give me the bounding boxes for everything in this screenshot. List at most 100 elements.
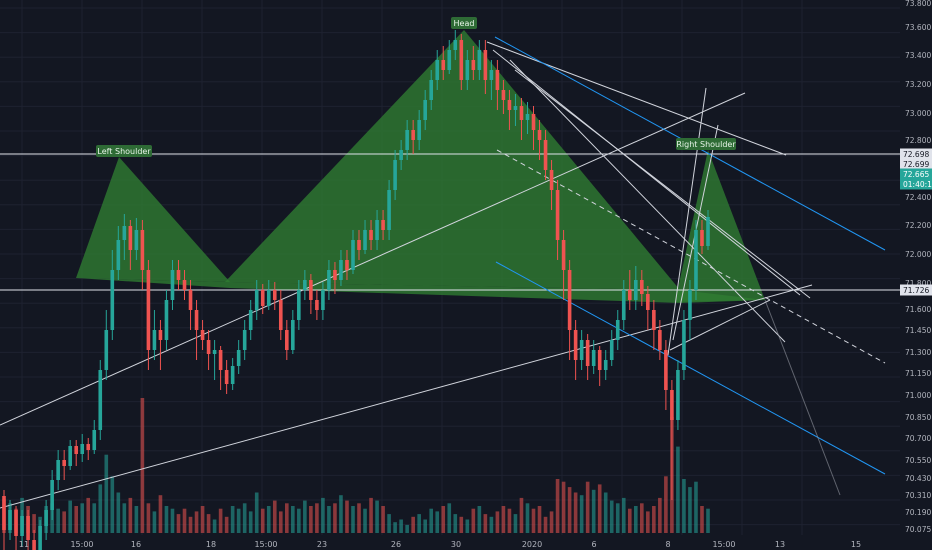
candle (537, 120, 542, 160)
candle (357, 230, 361, 260)
volume-bar (303, 500, 307, 533)
candle (573, 320, 578, 380)
candle-body (477, 50, 482, 70)
candle (266, 280, 271, 310)
candle (164, 290, 169, 350)
volume-bar (351, 506, 355, 533)
volume-bar (116, 492, 121, 533)
volume-bar (68, 500, 72, 533)
price-tick-label: 70.700 (905, 434, 931, 443)
right-shoulder-label: Right Shoulder (676, 138, 736, 150)
candle-body (74, 446, 79, 454)
candle-body (26, 516, 30, 540)
candle-body (525, 114, 530, 120)
trendline-falling-2 (492, 49, 801, 296)
candle-body (248, 310, 253, 330)
time-tick-label: 15:00 (254, 540, 277, 549)
volume-bar (399, 519, 403, 533)
time-axis[interactable]: 11 15:00 16 18 15:00 23 26 30 2020 6 8 15:00 13 15 (19, 540, 861, 549)
candle-body (92, 430, 97, 450)
candle-body (278, 300, 283, 330)
candle-body (212, 350, 217, 354)
candle (86, 438, 91, 460)
candle (453, 30, 458, 60)
volume-bar (152, 511, 157, 533)
volume-bar (309, 506, 313, 533)
line-price-badge: 72.698 (900, 148, 932, 160)
candle (621, 280, 626, 330)
volume-bar (477, 506, 482, 533)
time-tick-label: 16 (131, 540, 141, 549)
candle (688, 280, 692, 340)
volume-bar (441, 506, 446, 533)
candle-body (543, 140, 548, 170)
line-price-badge: 71.726 (900, 284, 932, 296)
candle (405, 120, 409, 160)
volume-bar (483, 514, 488, 533)
candle (441, 46, 446, 80)
candle (483, 40, 488, 94)
volume-bar (236, 508, 241, 533)
volume-bar (248, 511, 253, 533)
candle-body (573, 330, 578, 360)
volume-bar (688, 487, 692, 533)
candle-body (435, 60, 440, 80)
candle (435, 50, 440, 90)
candle-body (182, 280, 187, 290)
candle-body (188, 290, 193, 310)
candle (230, 358, 235, 390)
price-tick-label: 70.310 (905, 491, 931, 500)
volume-bar (561, 481, 566, 533)
candle (609, 330, 614, 366)
candle (152, 310, 157, 360)
candle-body (134, 230, 139, 250)
price-tick-label: 73.200 (905, 80, 931, 89)
candle (676, 360, 680, 430)
left-shoulder-label: Left Shoulder (96, 145, 152, 157)
price-axis[interactable]: 73.800 73.600 73.400 73.200 73.000 72.800 72.4… (900, 0, 932, 534)
candle-body (670, 390, 674, 420)
candle (104, 310, 109, 380)
candle (248, 300, 253, 340)
candle-body (351, 240, 355, 270)
candle-body (700, 230, 704, 246)
candle (375, 210, 379, 250)
volume-bar (291, 506, 295, 533)
candle (597, 346, 602, 386)
volume-bar (519, 497, 524, 533)
volume-bar (339, 495, 343, 533)
head-text: Head (454, 19, 475, 28)
candle (549, 160, 554, 210)
candle (272, 282, 277, 310)
candle-body (164, 300, 169, 340)
volume-bar (393, 522, 397, 533)
candle (140, 220, 145, 290)
candle (200, 320, 205, 350)
volume-bar (74, 506, 79, 533)
candle-body (152, 330, 157, 350)
candle-body (381, 220, 385, 230)
fan-line-3 (669, 299, 771, 351)
candle (513, 94, 518, 126)
volume-bar (86, 497, 91, 533)
candle-body (98, 370, 103, 430)
candle-body (128, 226, 133, 250)
volume-bar (652, 506, 656, 533)
volume-bar (573, 492, 578, 533)
volume-bar (363, 508, 367, 533)
candle (188, 280, 193, 330)
volume-bar (56, 508, 60, 533)
candle-body (236, 350, 241, 366)
price-tick-label: 70.430 (905, 474, 931, 483)
candle (303, 270, 307, 300)
volume-bar (579, 495, 584, 533)
candle (32, 530, 36, 550)
candle (664, 340, 668, 410)
line-price-badge: 72.699 (900, 158, 932, 170)
trendline-falling-4 (514, 69, 811, 299)
volume-bar (447, 503, 452, 533)
left-shoulder-text: Left Shoulder (97, 147, 151, 156)
time-tick-label: 11 (19, 540, 29, 549)
volume-bar (682, 479, 686, 533)
candle (315, 290, 319, 320)
